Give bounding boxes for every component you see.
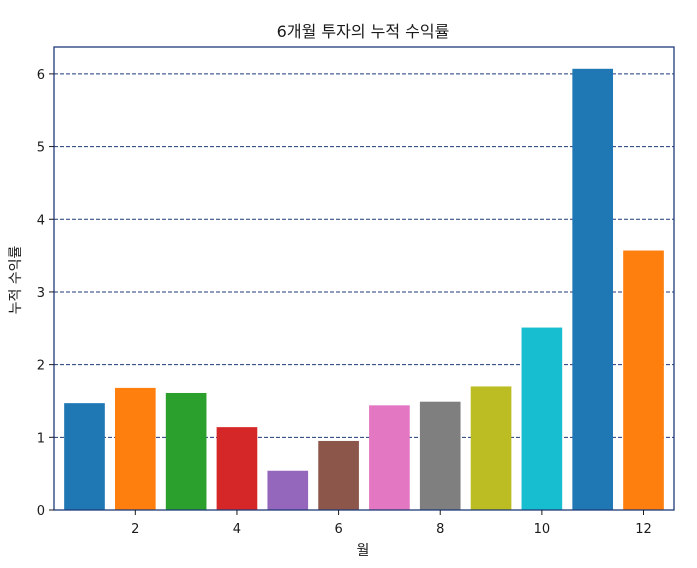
x-tick-label: 6: [334, 522, 342, 537]
y-tick-label: 5: [37, 141, 45, 156]
x-tick-label: 12: [635, 522, 652, 537]
bar-month-10: [521, 327, 563, 510]
y-tick-label: 2: [37, 359, 45, 374]
grid-lines: [54, 73, 674, 438]
y-tick-label: 4: [37, 213, 45, 228]
y-tick-label: 6: [37, 68, 45, 83]
bar-month-2: [114, 387, 156, 510]
bar-month-3: [165, 392, 207, 510]
bar-month-12: [623, 250, 664, 510]
bar-month-5: [267, 470, 309, 510]
bars-group: [64, 68, 664, 511]
x-tick-label: 4: [233, 522, 241, 537]
x-ticks: 2 4 6 8 10 12: [131, 510, 652, 537]
bar-month-1: [64, 403, 105, 510]
bar-month-4: [216, 427, 258, 510]
bar-month-9: [470, 386, 512, 510]
chart-title: 6개월 투자의 누적 수익률: [277, 22, 450, 41]
y-ticks: 0 1 2 3 4 5 6: [37, 68, 54, 519]
y-tick-label: 0: [37, 504, 45, 519]
x-tick-label: 8: [436, 522, 444, 537]
bar-month-8: [419, 401, 461, 510]
bar-month-7: [369, 405, 410, 510]
bar-month-6: [318, 440, 359, 510]
x-tick-label: 10: [534, 522, 551, 537]
bar-month-11: [572, 68, 614, 511]
y-axis-label: 누적 수익률: [8, 245, 24, 314]
axes-frame: [53, 46, 675, 511]
y-tick-label: 1: [37, 431, 45, 446]
x-axis-label: 월: [357, 543, 370, 559]
y-tick-label: 3: [37, 286, 45, 301]
x-tick-label: 2: [131, 522, 139, 537]
